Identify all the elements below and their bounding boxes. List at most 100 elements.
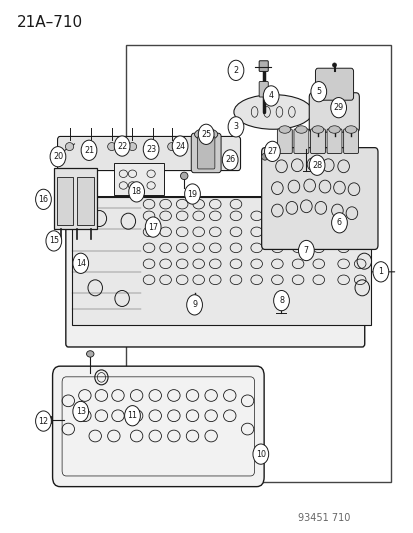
- Circle shape: [310, 82, 326, 102]
- Ellipse shape: [295, 126, 306, 133]
- Circle shape: [198, 124, 214, 144]
- Text: 28: 28: [311, 161, 321, 169]
- Text: 16: 16: [38, 195, 48, 204]
- Bar: [57, 177, 73, 225]
- Circle shape: [73, 253, 88, 273]
- Bar: [126, 45, 390, 482]
- Circle shape: [128, 182, 144, 202]
- Text: 18: 18: [131, 188, 141, 196]
- Text: 19: 19: [187, 190, 197, 198]
- Text: 5: 5: [316, 87, 320, 96]
- Text: 21: 21: [84, 146, 94, 155]
- Circle shape: [298, 240, 313, 261]
- Text: 23: 23: [146, 145, 156, 154]
- Text: 24: 24: [175, 142, 185, 150]
- FancyBboxPatch shape: [259, 61, 268, 71]
- Text: 17: 17: [148, 223, 158, 231]
- Text: 26: 26: [225, 156, 235, 164]
- Ellipse shape: [149, 142, 157, 150]
- Circle shape: [228, 117, 243, 137]
- Ellipse shape: [128, 142, 136, 150]
- Circle shape: [143, 139, 159, 159]
- Ellipse shape: [261, 154, 268, 160]
- Circle shape: [263, 86, 278, 106]
- FancyBboxPatch shape: [315, 68, 353, 100]
- Text: 27: 27: [267, 147, 277, 156]
- Circle shape: [114, 136, 130, 156]
- Circle shape: [50, 147, 66, 167]
- Ellipse shape: [167, 142, 176, 150]
- FancyBboxPatch shape: [52, 366, 263, 487]
- Ellipse shape: [86, 351, 94, 357]
- Circle shape: [124, 406, 140, 426]
- Ellipse shape: [311, 126, 323, 133]
- Circle shape: [252, 444, 268, 464]
- Text: 13: 13: [76, 407, 85, 416]
- Bar: [45, 416, 50, 423]
- Text: 25: 25: [201, 130, 211, 139]
- FancyBboxPatch shape: [343, 129, 358, 154]
- Ellipse shape: [278, 126, 290, 133]
- Ellipse shape: [233, 95, 312, 130]
- Bar: [114, 163, 163, 195]
- Text: 12: 12: [38, 417, 48, 425]
- Circle shape: [222, 150, 237, 170]
- Circle shape: [331, 213, 347, 233]
- Circle shape: [228, 60, 243, 80]
- Text: 8: 8: [278, 296, 283, 305]
- Text: 11: 11: [127, 411, 137, 420]
- Text: 3: 3: [233, 123, 238, 131]
- Ellipse shape: [180, 172, 188, 180]
- Ellipse shape: [87, 142, 95, 150]
- Text: 2: 2: [233, 66, 238, 75]
- Text: 93451 710: 93451 710: [297, 513, 350, 523]
- Text: 29: 29: [333, 103, 343, 112]
- FancyBboxPatch shape: [310, 129, 325, 154]
- Text: 20: 20: [53, 152, 63, 161]
- Text: 7: 7: [303, 246, 308, 255]
- Text: 9: 9: [192, 301, 197, 309]
- FancyBboxPatch shape: [259, 82, 268, 97]
- FancyBboxPatch shape: [57, 136, 240, 171]
- Ellipse shape: [344, 126, 356, 133]
- Circle shape: [309, 155, 324, 175]
- Circle shape: [184, 184, 200, 204]
- Text: 1: 1: [377, 268, 382, 276]
- Circle shape: [81, 140, 97, 160]
- FancyBboxPatch shape: [261, 148, 377, 249]
- Ellipse shape: [65, 142, 74, 150]
- Circle shape: [145, 217, 161, 237]
- Bar: [54, 168, 97, 229]
- FancyBboxPatch shape: [66, 197, 364, 347]
- FancyBboxPatch shape: [277, 129, 292, 154]
- Text: 14: 14: [76, 259, 85, 268]
- FancyBboxPatch shape: [326, 129, 341, 154]
- Ellipse shape: [107, 142, 116, 150]
- Ellipse shape: [332, 63, 336, 67]
- Circle shape: [372, 262, 388, 282]
- Bar: [76, 177, 94, 225]
- Bar: [72, 197, 370, 325]
- Text: 15: 15: [49, 237, 59, 245]
- Ellipse shape: [192, 309, 198, 314]
- Circle shape: [330, 98, 346, 118]
- Text: 22: 22: [117, 142, 127, 150]
- Circle shape: [73, 401, 88, 422]
- FancyBboxPatch shape: [309, 93, 358, 132]
- Circle shape: [273, 290, 289, 311]
- Circle shape: [172, 136, 188, 156]
- Circle shape: [36, 189, 51, 209]
- Ellipse shape: [194, 128, 217, 140]
- Circle shape: [36, 411, 51, 431]
- FancyBboxPatch shape: [197, 136, 214, 169]
- Circle shape: [46, 231, 62, 251]
- Text: 6: 6: [336, 219, 341, 227]
- Ellipse shape: [328, 126, 339, 133]
- Circle shape: [264, 141, 280, 161]
- Text: 10: 10: [255, 450, 265, 458]
- Circle shape: [186, 295, 202, 315]
- Text: 21A–710: 21A–710: [17, 15, 83, 30]
- FancyBboxPatch shape: [191, 133, 221, 173]
- Text: 4: 4: [268, 92, 273, 100]
- FancyBboxPatch shape: [293, 129, 308, 154]
